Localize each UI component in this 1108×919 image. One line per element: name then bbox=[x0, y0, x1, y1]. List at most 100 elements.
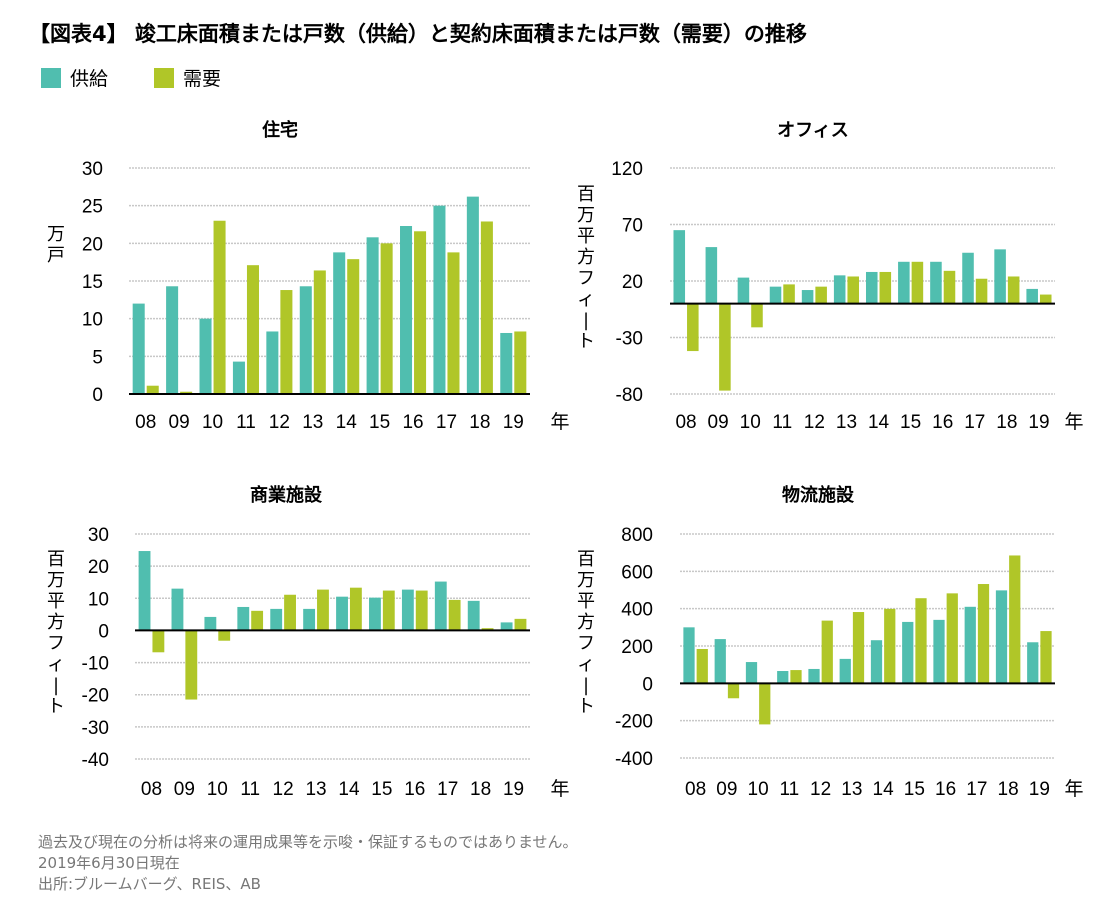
logistics-xtick-label: 09 bbox=[716, 779, 737, 800]
retail-ytick-label: 10 bbox=[88, 589, 109, 610]
logistics-bar-supply bbox=[808, 668, 820, 684]
housing-bar-demand bbox=[246, 265, 259, 394]
legend-swatch-supply bbox=[41, 67, 61, 88]
office-ylabel-char: 平 bbox=[577, 226, 595, 247]
housing-bar-supply bbox=[333, 252, 346, 394]
housing-bar-supply bbox=[299, 286, 312, 394]
logistics-ylabel-char: 万 bbox=[577, 570, 595, 591]
legend-swatch-demand bbox=[154, 67, 175, 88]
retail-xtick-label: 18 bbox=[470, 779, 491, 800]
office-xtick-label: 11 bbox=[772, 412, 792, 433]
office-chart-title: オフィス bbox=[777, 120, 849, 141]
housing-xtick-label: 14 bbox=[336, 412, 358, 433]
logistics-ytick-label: -400 bbox=[615, 749, 653, 770]
office-bar-supply bbox=[994, 249, 1006, 304]
retail-bar-demand bbox=[514, 618, 527, 631]
retail-chart-title: 商業施設 bbox=[250, 484, 323, 506]
logistics-bar-demand bbox=[884, 608, 896, 684]
office-bar-supply bbox=[769, 286, 782, 304]
logistics-bar-supply bbox=[839, 658, 851, 684]
retail-bar-demand bbox=[481, 628, 494, 631]
logistics-ytick-label: 800 bbox=[621, 525, 653, 546]
logistics-bar-supply bbox=[995, 590, 1008, 684]
retail-bar-demand bbox=[317, 589, 329, 631]
retail-ytick-label: -30 bbox=[82, 718, 109, 739]
office-bar-demand bbox=[879, 271, 892, 304]
logistics-xtick-label: 14 bbox=[873, 779, 895, 800]
housing-ytick-label: 25 bbox=[82, 197, 103, 218]
office-bar-demand bbox=[1039, 294, 1052, 304]
office-xtick-label: 14 bbox=[868, 412, 890, 433]
housing-bar-demand bbox=[480, 221, 493, 394]
retail-xtick-label: 14 bbox=[338, 779, 360, 800]
housing-ytick-label: 5 bbox=[92, 347, 103, 368]
logistics-bar-demand bbox=[759, 683, 771, 725]
housing-bar-demand bbox=[180, 391, 193, 394]
office-bar-supply bbox=[801, 290, 814, 304]
office-xtick-label: 17 bbox=[964, 412, 985, 433]
housing-ytick-label: 10 bbox=[82, 310, 103, 331]
office-bar-supply bbox=[898, 261, 910, 304]
retail-bar-supply bbox=[303, 608, 316, 631]
office-bar-demand bbox=[911, 261, 924, 304]
office-ylabel-char: | bbox=[583, 310, 589, 331]
retail-xtick-label: 15 bbox=[371, 779, 392, 800]
office-bar-demand bbox=[1007, 276, 1020, 304]
footer-source: 出所:ブルームバーグ、REIS、AB bbox=[38, 875, 261, 893]
logistics-ytick-label: 600 bbox=[621, 562, 653, 583]
retail-ytick-label: 0 bbox=[98, 621, 109, 642]
housing-bar-demand bbox=[514, 331, 527, 394]
office-ylabel-char: 百 bbox=[577, 184, 595, 205]
housing-ylabel-char: 戸 bbox=[47, 245, 65, 266]
logistics-bar-demand bbox=[790, 670, 802, 684]
office-bar-demand bbox=[975, 278, 988, 304]
office-ytick-label: 20 bbox=[622, 272, 643, 293]
logistics-bar-supply bbox=[933, 619, 945, 684]
housing-bar-supply bbox=[232, 361, 245, 394]
logistics-xtick-label: 18 bbox=[998, 779, 1019, 800]
housing-ytick-label: 0 bbox=[92, 385, 103, 406]
office-xtick-label: 09 bbox=[708, 412, 729, 433]
legend-label-supply: 供給 bbox=[70, 68, 109, 90]
retail-bar-supply bbox=[171, 588, 184, 631]
retail-bar-supply bbox=[467, 600, 480, 631]
office-bar-demand bbox=[751, 303, 763, 328]
office-ytick-label: 120 bbox=[611, 159, 643, 180]
retail-ytick-label: -10 bbox=[82, 654, 109, 675]
office-xtick-label: 18 bbox=[996, 412, 1017, 433]
retail-bar-supply bbox=[369, 597, 381, 631]
office-bar-demand bbox=[783, 284, 795, 304]
retail-ylabel-char: ト bbox=[47, 696, 65, 717]
office-bar-supply bbox=[705, 247, 718, 304]
housing-ylabel-char: 万 bbox=[47, 224, 65, 245]
logistics-xtick-label: 19 bbox=[1029, 779, 1050, 800]
retail-bar-demand bbox=[185, 630, 198, 700]
housing-xtick-label: 13 bbox=[302, 412, 323, 433]
retail-bar-supply bbox=[434, 581, 447, 631]
housing-bar-demand bbox=[380, 243, 393, 394]
retail-xtick-label: 17 bbox=[437, 779, 458, 800]
office-ylabel-char: フ bbox=[577, 268, 595, 289]
retail-ytick-label: -40 bbox=[82, 750, 109, 771]
retail-xtick-label: 10 bbox=[207, 779, 228, 800]
housing-xtick-label: 18 bbox=[469, 412, 490, 433]
retail-x-unit-label: 年 bbox=[550, 778, 569, 800]
office-bar-supply bbox=[737, 277, 750, 304]
housing-bar-demand bbox=[447, 252, 460, 394]
logistics-x-unit-label: 年 bbox=[1064, 778, 1083, 800]
logistics-xtick-label: 12 bbox=[810, 779, 831, 800]
housing-bar-demand bbox=[313, 270, 326, 394]
retail-ytick-label: 20 bbox=[88, 557, 109, 578]
housing-bar-supply bbox=[366, 237, 379, 394]
housing-bar-supply bbox=[500, 332, 513, 394]
housing-xtick-label: 15 bbox=[369, 412, 390, 433]
housing-xtick-label: 09 bbox=[169, 412, 190, 433]
retail-ylabel-char: | bbox=[53, 675, 59, 696]
retail-bar-demand bbox=[152, 630, 165, 653]
retail-ylabel-char: 方 bbox=[47, 612, 65, 633]
logistics-ylabel-char: 平 bbox=[577, 591, 595, 612]
office-xtick-label: 16 bbox=[932, 412, 953, 433]
logistics-bar-supply bbox=[683, 627, 695, 684]
retail-bar-demand bbox=[251, 610, 264, 631]
